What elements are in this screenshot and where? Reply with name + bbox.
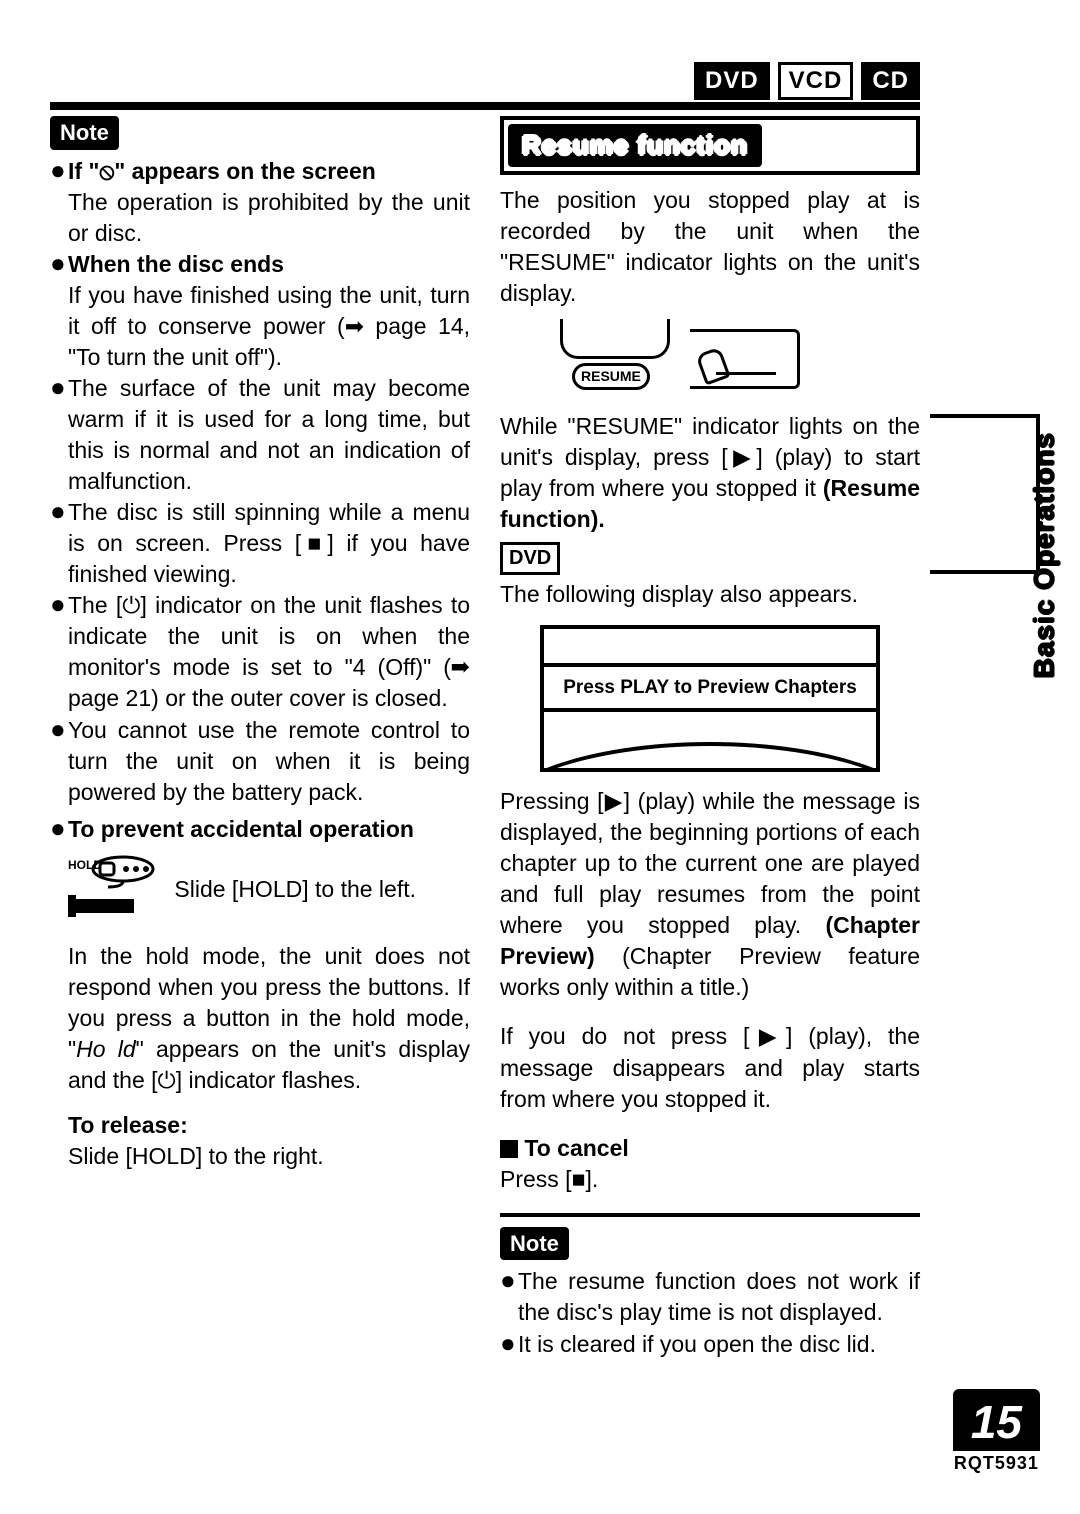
note-surface-warm: The surface of the unit may become warm … (68, 373, 470, 497)
hold-switch-icon: HOLD (68, 855, 158, 927)
hold-switch-row: HOLD Slide [HOLD] to the left. (68, 855, 470, 927)
note-resume-no-time: The resume function does not work if the… (518, 1266, 920, 1328)
badge-cd: CD (861, 62, 920, 100)
note-prevent-accidental-head: To prevent accidental operation (68, 814, 470, 845)
hold-instruction-text: Slide [HOLD] to the left. (174, 876, 416, 902)
disc-type-badges: DVD VCD CD (694, 62, 920, 100)
resume-intro: The position you stopped play at is reco… (500, 185, 920, 309)
resume-indicator-label: RESUME (572, 363, 650, 390)
hand-icon (690, 329, 800, 389)
note-disc-spinning: The disc is still spinning while a menu … (68, 497, 470, 590)
svg-text:HOLD: HOLD (68, 858, 102, 872)
preview-chapters-text: Press PLAY to Preview Chapters (540, 667, 880, 713)
resume-paragraph: While "RESUME" indicator lights on the u… (500, 411, 920, 535)
left-column: Note ●If "⦸" appears on the screen The o… (50, 116, 470, 1334)
note-disc-lid: It is cleared if you open the disc lid. (518, 1329, 920, 1360)
dvd-display-line: The following display also appears. (500, 579, 920, 610)
note-label-left: Note (50, 116, 119, 150)
to-cancel-body: Press [■]. (500, 1164, 920, 1195)
section-resume-function: Resume function (500, 116, 920, 175)
badge-vcd: VCD (778, 62, 854, 100)
section-title: Resume function (508, 124, 762, 167)
no-press-paragraph: If you do not press [▶] (play), the mess… (500, 1021, 920, 1114)
divider-top (50, 102, 920, 110)
note-label-right: Note (500, 1227, 569, 1261)
page-number-block: 15 RQT5931 (953, 1389, 1040, 1474)
divider-mid (500, 1213, 920, 1217)
release-body: Slide [HOLD] to the right. (68, 1141, 470, 1172)
chapter-preview-paragraph: Pressing [▶] (play) while the message is… (500, 786, 920, 1003)
to-cancel-head: To cancel (500, 1133, 920, 1164)
page-number: 15 (953, 1389, 1040, 1451)
hold-mode-body: In the hold mode, the unit does not resp… (68, 941, 470, 1096)
note-disc-ends-head: When the disc ends (68, 249, 470, 280)
note-indicator-flash: The [⏻] indicator on the unit flashes to… (68, 590, 470, 714)
resume-display-diagram: RESUME (560, 319, 800, 393)
side-tab: Basic Operations (930, 414, 1040, 574)
right-column: Resume function The position you stopped… (500, 116, 920, 1334)
note-if-prohibited-head: If "⦸" appears on the screen (68, 156, 470, 187)
doc-code: RQT5931 (953, 1453, 1040, 1474)
dvd-tag: DVD (500, 542, 560, 575)
preview-chapters-box: Press PLAY to Preview Chapters (540, 625, 880, 773)
release-head: To release: (68, 1110, 470, 1141)
badge-dvd: DVD (694, 62, 770, 100)
note-remote-battery: You cannot use the remote control to tur… (68, 715, 470, 808)
side-tab-label: Basic Operations (1028, 432, 1060, 678)
note-if-prohibited-body: The operation is prohibited by the unit … (68, 187, 470, 249)
note-disc-ends-body: If you have finished using the unit, tur… (68, 280, 470, 373)
